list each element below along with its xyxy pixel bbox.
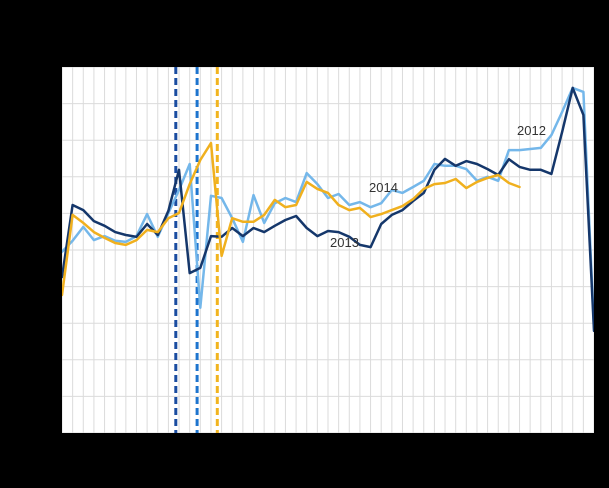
line-chart: [62, 67, 594, 433]
series-label-2012: 2012: [517, 123, 546, 138]
plot-area: 2012 2013 2014: [62, 67, 594, 433]
series-label-2014: 2014: [369, 180, 398, 195]
series-label-2013: 2013: [330, 235, 359, 250]
